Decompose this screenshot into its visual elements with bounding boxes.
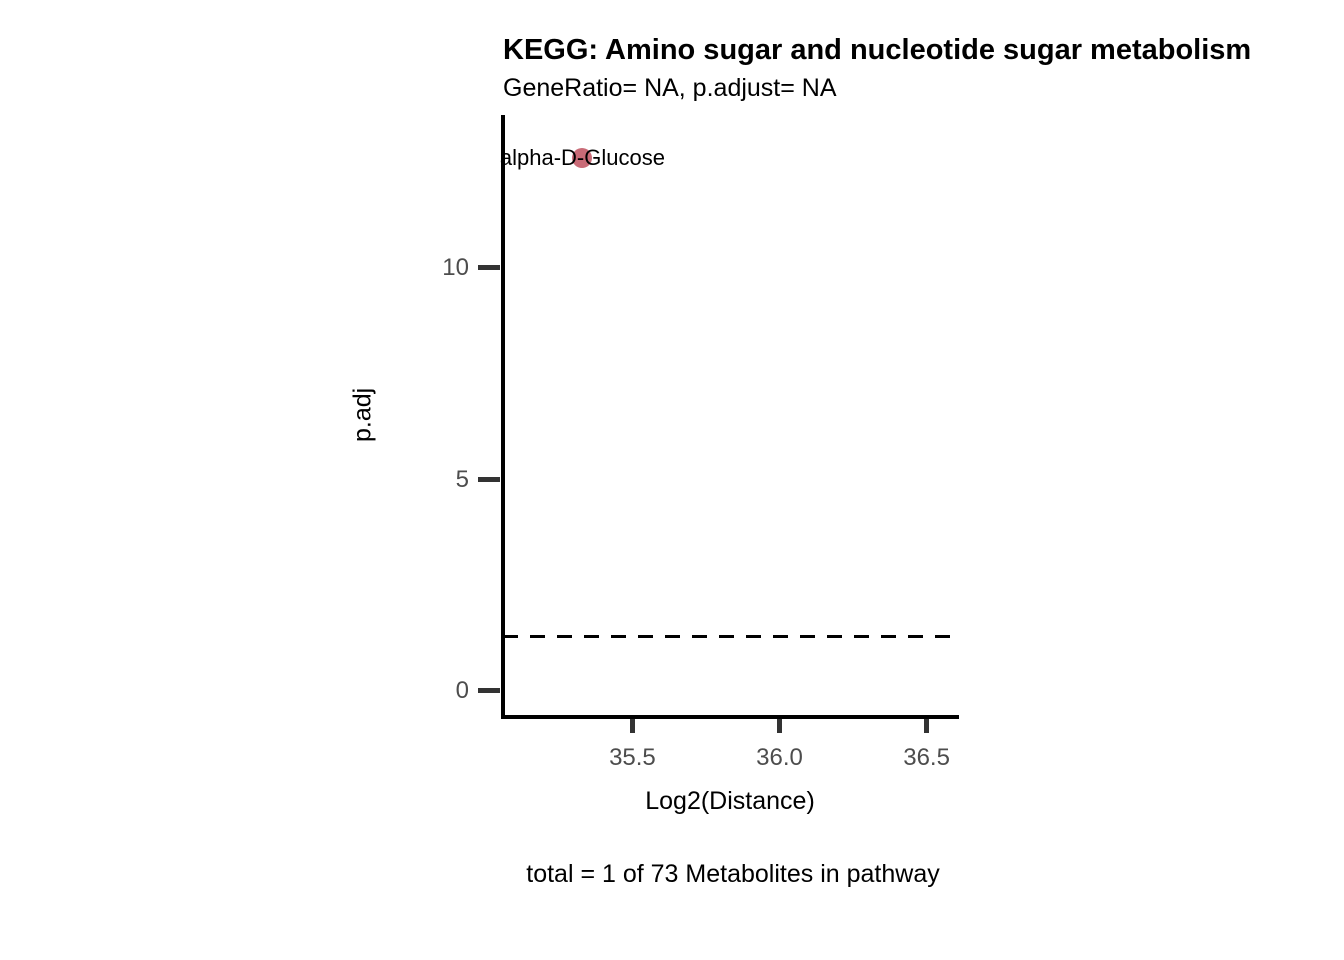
y-axis-line — [501, 115, 505, 719]
x-tick-mark — [924, 719, 930, 733]
x-tick-mark — [777, 719, 782, 733]
x-tick-mark — [629, 719, 635, 733]
y-tick-mark — [478, 476, 500, 482]
y-tick-mark — [478, 688, 500, 694]
y-axis-label: p.adj — [348, 387, 377, 443]
y-tick-label: 0 — [455, 677, 469, 705]
chart-subtitle: GeneRatio= NA, p.adjust= NA — [503, 74, 837, 102]
caption: total = 1 of 73 Metabolites in pathway — [526, 860, 940, 888]
y-tick-mark — [478, 265, 500, 271]
x-tick-label: 36.5 — [903, 744, 950, 771]
significance-threshold-line — [503, 634, 956, 638]
data-point — [572, 148, 593, 169]
plot-panel: 0 5 10 35.5 36.0 36.5 alpha-D-Glucose — [442, 115, 959, 771]
x-axis-line — [501, 715, 959, 719]
data-point-label: alpha-D-Glucose — [499, 145, 665, 171]
y-tick-label: 5 — [455, 465, 469, 493]
x-tick-label: 35.5 — [609, 744, 656, 771]
x-axis-label: Log2(Distance) — [645, 787, 815, 815]
chart-title: KEGG: Amino sugar and nucleotide sugar m… — [503, 34, 1252, 66]
y-tick-label: 10 — [442, 254, 469, 282]
x-tick-label: 36.0 — [756, 744, 803, 771]
